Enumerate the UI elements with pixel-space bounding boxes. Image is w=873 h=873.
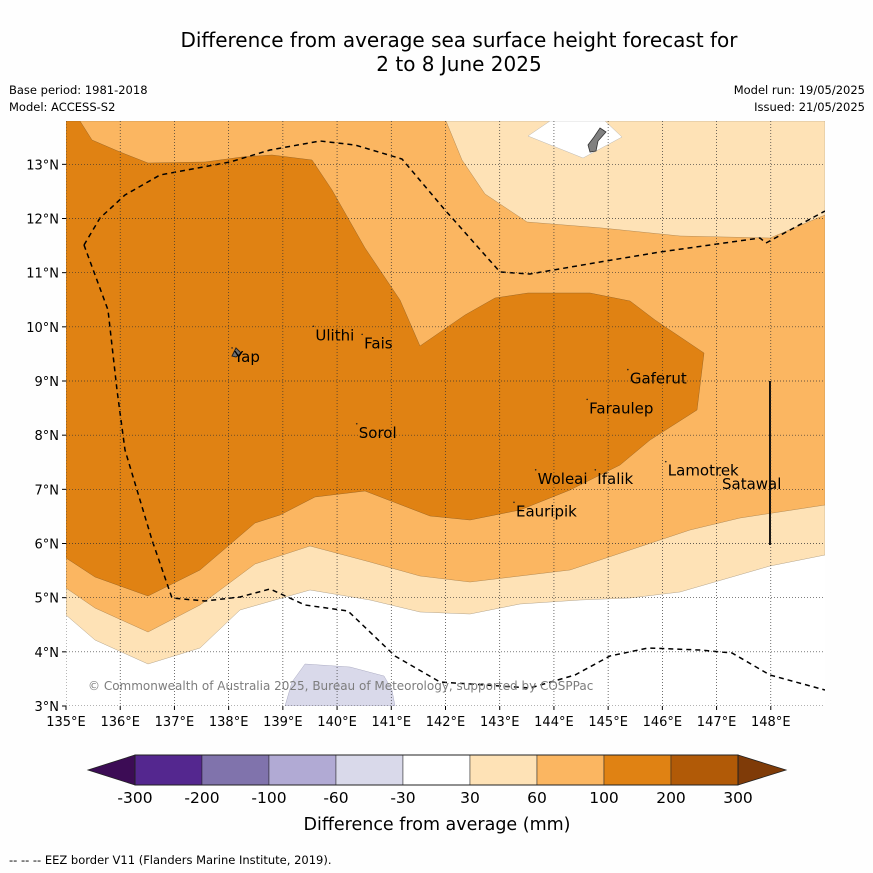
base-period: Base period: 1981-2018 [9, 83, 148, 97]
place-marker [627, 368, 629, 371]
place-label: Sorol [359, 424, 397, 442]
title-line-2: 2 to 8 June 2025 [376, 52, 542, 76]
band-100-200 [66, 121, 705, 597]
colorbar-segment [603, 754, 672, 786]
place-labels: Yap Ulithi Fais Sorol Gaferut Faraulep Lamotre… [231, 325, 781, 520]
place-label: Eauripik [516, 502, 577, 520]
meta-right: Model run: 19/05/2025 Issued: 21/05/2025 [734, 82, 865, 116]
eez-border-north [83, 140, 825, 275]
place-label: Fais [364, 334, 393, 352]
y-tick-label: 8°N [35, 429, 60, 444]
y-tick-label: 12°N [26, 213, 59, 228]
colorbar-segment [134, 754, 203, 786]
colorbar-tick-label: 200 [656, 789, 686, 807]
colorbar-label: Difference from average (mm) [303, 815, 570, 835]
y-tick-label: 9°N [35, 375, 60, 390]
graticule [66, 121, 825, 706]
colorbar-outline [134, 754, 739, 786]
place-marker [355, 422, 358, 425]
colorbar-segment [469, 754, 538, 786]
y-tick-label: 6°N [35, 538, 60, 553]
place-label: Ulithi [315, 326, 354, 344]
place-label: Lamotrek [668, 462, 739, 480]
colorbar-tick-label: -200 [184, 789, 219, 807]
issued-date: Issued: 21/05/2025 [754, 100, 865, 114]
place-label: Gaferut [630, 370, 687, 388]
place-marker [534, 468, 537, 471]
colorbar-extend-low [86, 754, 136, 786]
colorbar-segment [268, 754, 337, 786]
eez-footnote: -- -- -- EEZ border V11 (Flanders Marine… [9, 853, 332, 867]
colorbar-segment [402, 754, 471, 786]
y-tick-label: 7°N [35, 483, 60, 498]
x-tick-label: 145°E [588, 715, 628, 730]
place-marker [312, 325, 315, 328]
place-label: Satawal [722, 475, 781, 493]
place-label: Yap [233, 348, 260, 366]
model-run: Model run: 19/05/2025 [733, 83, 865, 97]
x-tick-label: 137°E [155, 715, 195, 730]
y-tick-label: 5°N [35, 592, 60, 607]
x-tick-label: 141°E [372, 715, 412, 730]
place-label: Woleai [538, 470, 588, 488]
y-tick-label: 11°N [26, 267, 59, 282]
place-marker [586, 398, 588, 401]
colorbar-tick-label: -60 [323, 789, 348, 807]
y-tick-label: 4°N [35, 646, 60, 661]
colorbar-tick-label: -300 [117, 789, 152, 807]
band-neg-60-30 [284, 663, 396, 706]
meta-left: Base period: 1981-2018 Model: ACCESS-S2 [9, 82, 148, 116]
copyright-notice: © Commonwealth of Australia 2025, Bureau… [88, 679, 593, 693]
x-tick-label: 148°E [751, 715, 791, 730]
colorbar-segment [201, 754, 270, 786]
yap-island [231, 347, 242, 358]
colorbar-segment [536, 754, 605, 786]
x-tick-label: 140°E [317, 715, 357, 730]
x-tick-label: 146°E [643, 715, 683, 730]
colorbar-tick-label: 30 [460, 789, 480, 807]
place-marker [719, 474, 721, 477]
guam-island [587, 127, 607, 153]
axis-ticks: 135°E 136°E 137°E 138°E 139°E 140°E 141°E 142°E… [26, 158, 790, 730]
y-tick-label: 13°N [26, 158, 59, 173]
colorbar: -300 -200 -100 -60 -30 30 60 100 200 300 [86, 754, 788, 807]
colorbar-segment [335, 754, 404, 786]
place-marker [594, 468, 597, 471]
x-tick-label: 135°E [46, 715, 86, 730]
title-line-1: Difference from average sea surface heig… [180, 28, 738, 52]
y-tick-label: 10°N [26, 321, 59, 336]
place-marker [513, 501, 515, 504]
place-marker [231, 347, 233, 349]
x-tick-label: 144°E [534, 715, 574, 730]
colorbar-segment [670, 754, 739, 786]
x-tick-label: 143°E [480, 715, 520, 730]
colorbar-tick-label: -30 [390, 789, 415, 807]
colorbar-tick-label: -100 [251, 789, 286, 807]
place-marker [664, 460, 667, 463]
colorbar-tick-label: 100 [589, 789, 619, 807]
place-label: Ifalik [597, 470, 633, 488]
x-tick-label: 136°E [100, 715, 140, 730]
x-tick-label: 147°E [697, 715, 737, 730]
x-tick-label: 138°E [209, 715, 249, 730]
colorbar-tick-label: 300 [723, 789, 753, 807]
colorbar-tick-label: 60 [527, 789, 547, 807]
colorbar-extend-high [737, 754, 788, 786]
model-name: Model: ACCESS-S2 [9, 100, 116, 114]
x-tick-label: 142°E [426, 715, 466, 730]
forecast-map [66, 121, 825, 706]
place-marker [361, 333, 363, 336]
x-tick-label: 139°E [263, 715, 303, 730]
place-label: Faraulep [589, 399, 653, 417]
map-title: Difference from average sea surface heig… [0, 28, 873, 76]
y-tick-label: 3°N [35, 700, 60, 715]
